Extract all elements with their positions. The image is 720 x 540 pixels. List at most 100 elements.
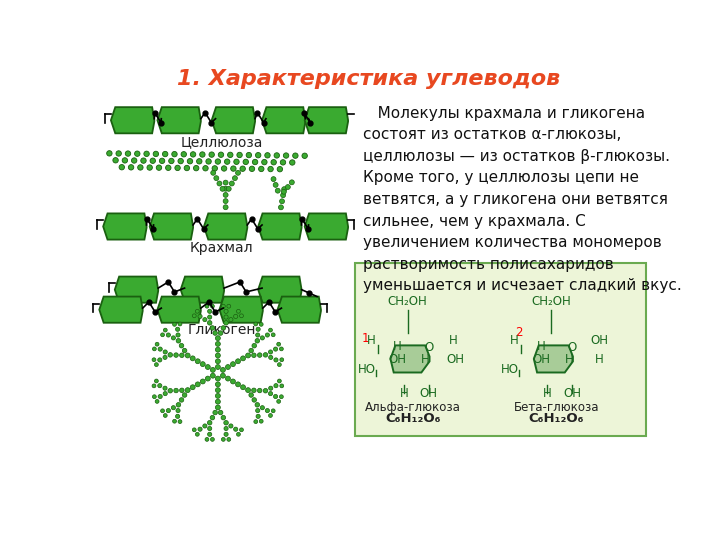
Circle shape — [179, 388, 184, 393]
Polygon shape — [114, 276, 158, 303]
Text: 1: 1 — [361, 332, 369, 345]
Circle shape — [218, 152, 224, 158]
Circle shape — [176, 333, 180, 337]
Circle shape — [194, 165, 199, 171]
Circle shape — [215, 399, 220, 404]
Circle shape — [190, 356, 195, 361]
Circle shape — [159, 158, 165, 164]
Circle shape — [255, 402, 260, 407]
Circle shape — [240, 385, 246, 390]
FancyBboxPatch shape — [355, 264, 647, 436]
Circle shape — [251, 353, 256, 357]
Circle shape — [166, 165, 171, 171]
Circle shape — [265, 408, 269, 413]
Circle shape — [125, 151, 131, 156]
Text: H: H — [595, 353, 603, 366]
Circle shape — [128, 165, 134, 170]
Polygon shape — [534, 346, 573, 373]
Circle shape — [144, 151, 149, 157]
Circle shape — [240, 314, 243, 318]
Text: Молекулы крахмала и гликогена
состоят из остатков α-глюкозы,
целлюлозы — из оста: Молекулы крахмала и гликогена состоят из… — [363, 106, 682, 293]
Circle shape — [223, 192, 228, 198]
Text: OH: OH — [590, 334, 608, 347]
Circle shape — [212, 166, 217, 171]
Polygon shape — [181, 276, 224, 303]
Circle shape — [173, 420, 176, 423]
Circle shape — [269, 350, 273, 354]
Circle shape — [271, 177, 276, 181]
Circle shape — [271, 409, 275, 413]
Text: H: H — [421, 353, 430, 366]
Circle shape — [220, 373, 225, 378]
Circle shape — [276, 342, 281, 346]
Circle shape — [192, 314, 197, 318]
Circle shape — [235, 170, 240, 176]
Circle shape — [205, 376, 210, 381]
Circle shape — [210, 304, 215, 308]
Circle shape — [246, 152, 251, 158]
Circle shape — [171, 336, 176, 340]
Circle shape — [218, 331, 223, 335]
Polygon shape — [212, 107, 255, 133]
Circle shape — [225, 364, 230, 369]
Text: Гликоген: Гликоген — [187, 323, 256, 336]
Circle shape — [178, 158, 184, 164]
Circle shape — [220, 367, 225, 373]
Circle shape — [163, 350, 167, 354]
Circle shape — [166, 408, 171, 413]
Circle shape — [156, 342, 159, 346]
Circle shape — [150, 158, 156, 164]
Circle shape — [221, 166, 227, 171]
Polygon shape — [103, 213, 147, 240]
Circle shape — [158, 358, 162, 362]
Circle shape — [230, 181, 234, 186]
Circle shape — [138, 165, 143, 170]
Circle shape — [240, 166, 246, 171]
Circle shape — [163, 328, 167, 332]
Circle shape — [156, 165, 162, 170]
Circle shape — [215, 353, 220, 358]
Circle shape — [174, 353, 179, 357]
Circle shape — [199, 152, 205, 157]
Circle shape — [221, 326, 225, 330]
Circle shape — [178, 420, 182, 423]
Circle shape — [153, 151, 158, 157]
Circle shape — [175, 165, 180, 171]
Circle shape — [240, 428, 243, 431]
Circle shape — [259, 322, 263, 326]
Circle shape — [198, 427, 202, 431]
Circle shape — [282, 190, 287, 194]
Circle shape — [215, 336, 220, 341]
Circle shape — [206, 159, 211, 164]
Circle shape — [197, 159, 202, 164]
Circle shape — [252, 397, 256, 402]
Circle shape — [235, 382, 240, 387]
Circle shape — [152, 384, 156, 388]
Circle shape — [210, 373, 215, 378]
Circle shape — [203, 424, 207, 428]
Circle shape — [184, 165, 189, 171]
Circle shape — [176, 402, 181, 407]
Polygon shape — [262, 107, 305, 133]
Circle shape — [172, 151, 177, 157]
Circle shape — [210, 367, 215, 373]
Polygon shape — [305, 107, 348, 133]
Circle shape — [260, 406, 264, 410]
Circle shape — [226, 186, 231, 191]
Circle shape — [195, 309, 199, 313]
Circle shape — [227, 437, 230, 441]
Circle shape — [207, 309, 212, 313]
Circle shape — [210, 437, 215, 441]
Circle shape — [158, 347, 162, 351]
Circle shape — [251, 388, 256, 393]
Polygon shape — [258, 276, 302, 303]
Text: OH: OH — [420, 387, 438, 401]
Circle shape — [269, 386, 273, 390]
Polygon shape — [158, 107, 201, 133]
Circle shape — [161, 333, 164, 337]
Circle shape — [155, 363, 158, 367]
Polygon shape — [305, 213, 348, 240]
Polygon shape — [258, 213, 302, 240]
Circle shape — [269, 328, 272, 332]
Circle shape — [259, 420, 263, 423]
